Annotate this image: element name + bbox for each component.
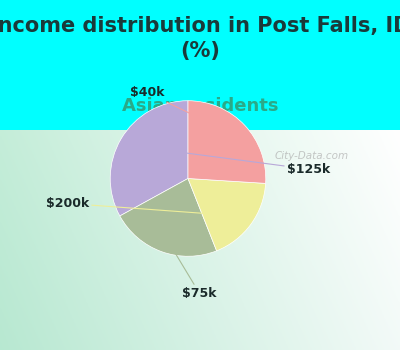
Text: $75k: $75k bbox=[166, 238, 217, 300]
Text: $200k: $200k bbox=[46, 197, 240, 216]
Text: City-Data.com: City-Data.com bbox=[275, 151, 349, 161]
Text: $125k: $125k bbox=[133, 146, 330, 176]
Wedge shape bbox=[120, 178, 217, 256]
Text: Asian residents: Asian residents bbox=[122, 97, 278, 115]
Wedge shape bbox=[188, 101, 266, 183]
Wedge shape bbox=[110, 101, 188, 216]
Text: Income distribution in Post Falls, ID
(%): Income distribution in Post Falls, ID (%… bbox=[0, 16, 400, 61]
Wedge shape bbox=[188, 178, 266, 251]
Text: $40k: $40k bbox=[130, 86, 234, 135]
